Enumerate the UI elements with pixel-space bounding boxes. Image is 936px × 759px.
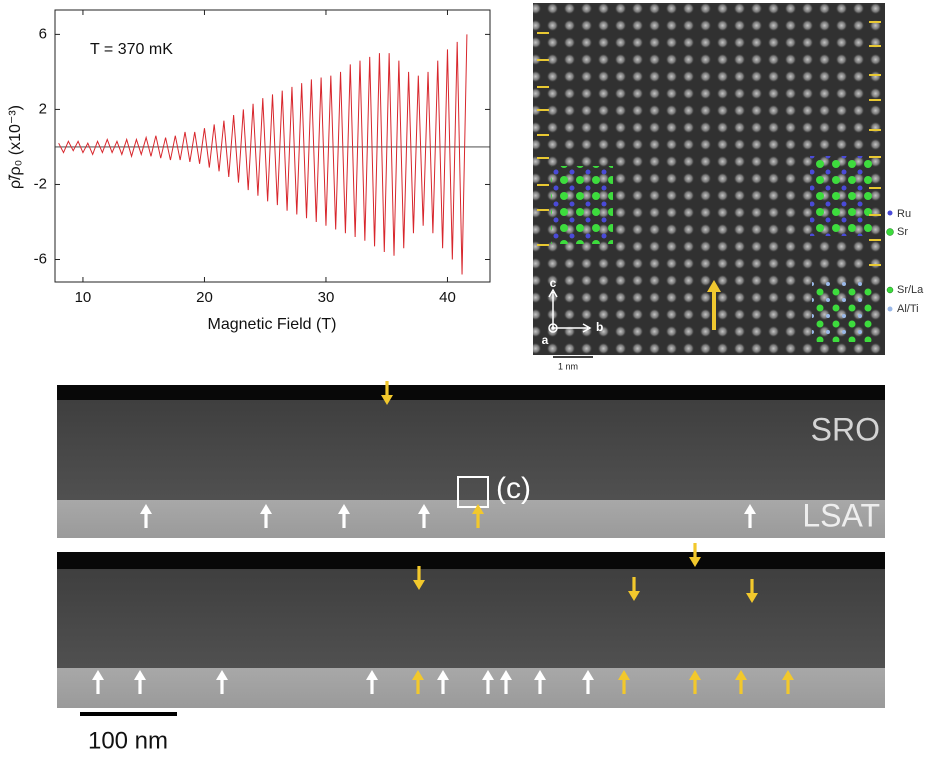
legend-swatch	[886, 228, 894, 236]
surface	[57, 552, 885, 569]
layer-markers	[537, 21, 881, 266]
legend-swatch	[886, 286, 894, 294]
axis-a: a	[542, 333, 549, 347]
box-label: (c)	[496, 472, 531, 505]
y-tick-label: 2	[39, 100, 47, 117]
lsat-layer	[57, 500, 885, 538]
plot-frame	[54, 9, 491, 283]
axis-glyph	[548, 288, 592, 333]
surface	[57, 385, 885, 400]
annotation: T = 370 mK	[90, 41, 173, 58]
stem-panel: c b a 1 nm Ru Sr Sr/La Al/Ti	[533, 3, 924, 371]
legend-label: Sr	[897, 226, 908, 238]
atom-overlay	[810, 156, 872, 236]
oscillation-chart: T = 370 mK Magnetic Field (T) ρ̃/ρ₀ (x10…	[7, 9, 491, 333]
cross-section-2	[57, 552, 885, 708]
zoom-box	[457, 476, 489, 508]
legend-label: Sr/La	[897, 284, 924, 296]
axis-b: b	[596, 320, 603, 334]
atom-overlay	[812, 280, 874, 342]
signal-line	[58, 34, 468, 275]
legend-label: Al/Ti	[897, 303, 919, 315]
growth-arrow-head	[707, 280, 721, 292]
y-tick-label: -6	[34, 250, 47, 267]
scale-label: 1 nm	[558, 361, 578, 371]
legend-label: Ru	[897, 208, 911, 220]
y-tick-label: -2	[34, 175, 47, 192]
x-tick-label: 30	[318, 289, 335, 306]
x-axis-label: Magnetic Field (T)	[208, 316, 337, 333]
x-tick-label: 40	[439, 289, 456, 306]
lsat-layer	[57, 668, 885, 708]
layer-label: LSAT	[802, 497, 880, 533]
atom-overlay	[551, 166, 613, 244]
axis-c: c	[550, 276, 557, 290]
y-tick-label: 6	[39, 25, 47, 42]
layer-label: SRO	[811, 411, 880, 447]
y-axis-label: ρ̃/ρ₀ (x10⁻³)	[7, 105, 24, 189]
cross-section-1: (c) SRO LSAT	[57, 385, 885, 538]
scale-label: 100 nm	[88, 727, 168, 754]
legend-swatch	[887, 306, 893, 312]
legend-swatch	[887, 210, 893, 216]
x-tick-label: 20	[196, 289, 213, 306]
x-tick-label: 10	[75, 289, 92, 306]
